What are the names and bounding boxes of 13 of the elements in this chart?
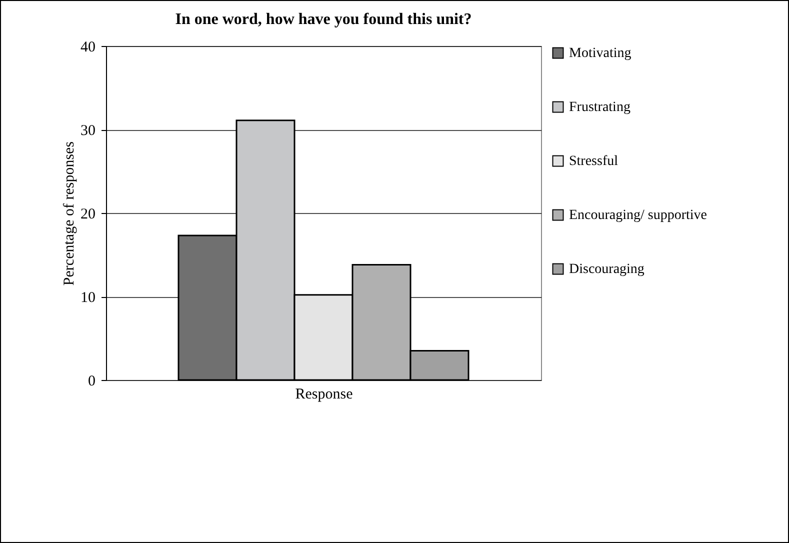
y-tick-label: 30 [80,123,96,139]
y-tick-label: 40 [80,40,96,56]
legend-label: Stressful [569,154,618,169]
legend-label: Discouraging [569,262,644,277]
legend-label: Frustrating [569,100,630,115]
y-axis-title: Percentage of responses [62,141,78,286]
legend-label: Motivating [569,46,632,61]
y-tick-label: 20 [80,206,96,222]
legend-label: Encouraging/ supportive [569,208,708,223]
y-tick-label: 0 [88,374,96,390]
x-axis-title: Response [295,386,354,402]
y-tick-label: 10 [80,290,96,306]
chart-title: In one word, how have you found this unit? [175,11,472,28]
